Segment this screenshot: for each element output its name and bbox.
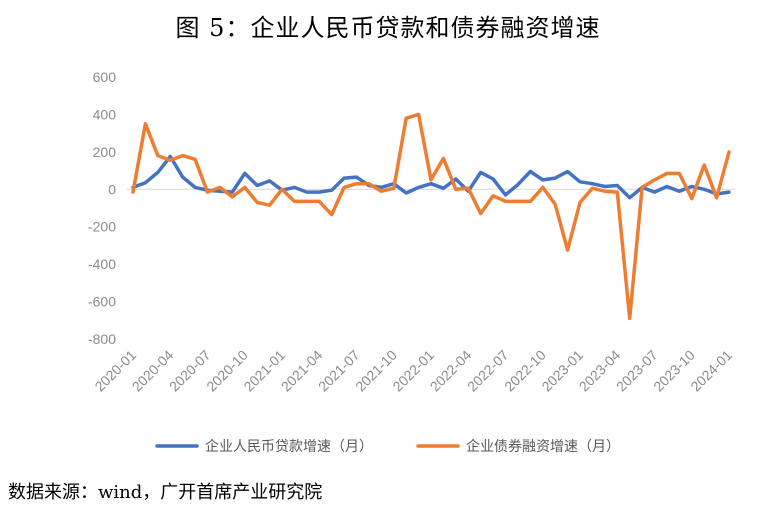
series-lines — [131, 112, 731, 321]
line-chart: 600 400 200 0 -200 -400 -600 -800 2020-012020-0… — [88, 69, 735, 455]
legend-label-loans: 企业人民币贷款增速（月） — [205, 438, 373, 455]
y-tick-label: 0 — [108, 181, 116, 197]
y-tick-label: -200 — [88, 219, 116, 235]
y-tick-label: -800 — [88, 331, 116, 347]
series-line-loans — [131, 154, 731, 200]
y-tick-label: -600 — [88, 294, 116, 310]
chart-title: 图 5：企业人民币贷款和债券融资增速 — [175, 14, 601, 42]
y-tick-label: -400 — [88, 256, 116, 272]
source-note: 数据来源：wind，广开首席产业研究院 — [8, 482, 323, 503]
y-tick-label: 200 — [93, 144, 117, 160]
x-tick-label: 2024-01 — [687, 347, 735, 395]
y-axis-ticks: 600 400 200 0 -200 -400 -600 -800 — [88, 69, 116, 347]
y-tick-label: 400 — [93, 106, 117, 122]
y-tick-label: 600 — [93, 69, 117, 85]
legend: 企业人民币贷款增速（月） 企业债券融资增速（月） — [155, 438, 620, 455]
x-axis-ticks: 2020-012020-042020-072020-102021-012021-… — [91, 347, 735, 395]
series-line-bonds — [131, 112, 731, 321]
legend-label-bonds: 企业债券融资增速（月） — [466, 438, 620, 455]
